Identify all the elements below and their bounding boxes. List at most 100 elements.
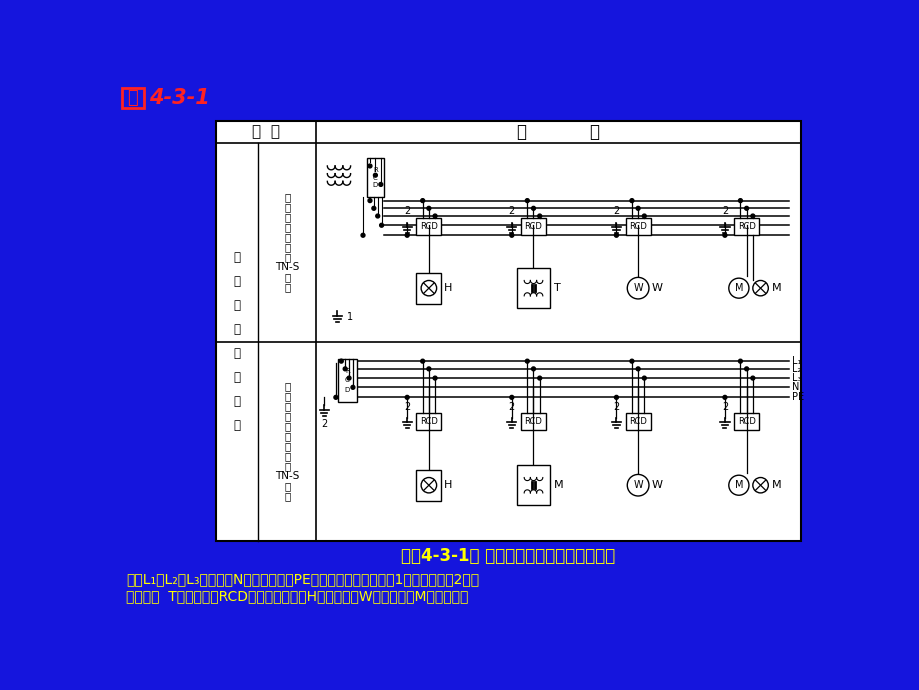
Circle shape	[750, 214, 754, 218]
Circle shape	[538, 214, 541, 218]
Text: RCD: RCD	[419, 222, 437, 231]
Circle shape	[627, 277, 648, 299]
Circle shape	[722, 233, 726, 237]
Circle shape	[750, 376, 754, 380]
Bar	[520, 218, 545, 235]
Circle shape	[334, 395, 337, 400]
Circle shape	[433, 376, 437, 380]
Bar	[416, 413, 441, 430]
Circle shape	[380, 224, 383, 227]
Circle shape	[538, 376, 541, 380]
Text: M: M	[771, 480, 780, 490]
Circle shape	[531, 367, 535, 371]
Circle shape	[525, 359, 528, 363]
Circle shape	[343, 367, 346, 371]
Circle shape	[420, 359, 425, 363]
Circle shape	[738, 199, 742, 203]
Circle shape	[360, 233, 365, 237]
Circle shape	[641, 214, 645, 218]
Bar	[216, 121, 800, 541]
Text: 三
相
四
线
制
供
电
局
部
TN-S
系
统: 三 相 四 线 制 供 电 局 部 TN-S 系 统	[275, 382, 300, 502]
Circle shape	[404, 233, 409, 237]
Circle shape	[728, 475, 748, 495]
Bar	[520, 413, 545, 430]
Text: 2: 2	[613, 206, 618, 217]
Circle shape	[509, 233, 513, 237]
Text: RCD: RCD	[524, 417, 542, 426]
Text: 复接地；  T－变压器；RCD－漏电保护器；H－照明器；W－电焊机；M－电动机。: 复接地； T－变压器；RCD－漏电保护器；H－照明器；W－电焊机；M－电动机。	[126, 589, 468, 603]
Text: R: R	[345, 368, 349, 374]
Text: RCD: RCD	[737, 417, 754, 426]
Text: RCD: RCD	[629, 222, 646, 231]
Bar	[416, 470, 441, 501]
Circle shape	[371, 206, 375, 210]
Bar	[338, 359, 357, 402]
Bar	[367, 158, 383, 197]
Circle shape	[509, 395, 513, 400]
Text: 4-3-1: 4-3-1	[149, 88, 210, 108]
Circle shape	[426, 206, 430, 210]
Text: M: M	[553, 480, 562, 490]
Circle shape	[421, 477, 437, 493]
Text: 2: 2	[403, 402, 410, 411]
Circle shape	[404, 395, 409, 400]
Bar	[733, 218, 758, 235]
Text: 图: 图	[128, 89, 138, 107]
Text: C: C	[345, 377, 349, 384]
Circle shape	[420, 199, 425, 203]
Circle shape	[722, 395, 726, 400]
Circle shape	[375, 214, 380, 218]
Text: 接            线: 接 线	[516, 123, 599, 141]
Bar	[625, 218, 650, 235]
Circle shape	[636, 206, 640, 210]
Text: R: R	[372, 167, 378, 172]
Bar	[625, 413, 650, 430]
Circle shape	[743, 367, 748, 371]
Circle shape	[738, 359, 742, 363]
Circle shape	[636, 367, 640, 371]
Text: L₁: L₁	[790, 356, 800, 366]
Circle shape	[630, 199, 633, 203]
Circle shape	[752, 477, 767, 493]
Text: 2: 2	[508, 206, 515, 217]
Text: L₂: L₂	[790, 364, 800, 374]
Text: 1: 1	[346, 313, 353, 322]
Circle shape	[752, 280, 767, 296]
Text: 2: 2	[721, 206, 727, 217]
Text: PE: PE	[790, 393, 803, 402]
Circle shape	[743, 206, 748, 210]
Circle shape	[351, 386, 355, 389]
Text: 2: 2	[321, 419, 327, 428]
Circle shape	[525, 199, 528, 203]
Circle shape	[630, 359, 633, 363]
Text: M: M	[734, 283, 743, 293]
Text: 2: 2	[508, 402, 515, 411]
Text: RCD: RCD	[419, 417, 437, 426]
Text: 注：L₁、L₂、L₃－相线；N－工作零线；PE－保护零线、保护线；1－工作接地；2－重: 注：L₁、L₂、L₃－相线；N－工作零线；PE－保护零线、保护线；1－工作接地；…	[126, 573, 479, 586]
Circle shape	[379, 183, 382, 186]
Circle shape	[614, 395, 618, 400]
Text: RCD: RCD	[524, 222, 542, 231]
Circle shape	[433, 214, 437, 218]
Text: D: D	[372, 182, 378, 188]
Circle shape	[627, 475, 648, 496]
Circle shape	[346, 376, 351, 380]
Text: 系  统: 系 统	[252, 125, 279, 139]
Circle shape	[614, 233, 618, 237]
Text: RCD: RCD	[737, 222, 754, 231]
Circle shape	[641, 376, 645, 380]
Bar	[733, 413, 758, 430]
Circle shape	[368, 199, 371, 203]
Circle shape	[426, 367, 430, 371]
Text: 2: 2	[613, 402, 618, 411]
Text: M: M	[734, 480, 743, 490]
Circle shape	[339, 359, 343, 363]
Text: 2: 2	[403, 206, 410, 217]
Text: W: W	[652, 480, 663, 490]
Text: L₃: L₃	[790, 373, 800, 383]
Text: T: T	[553, 283, 560, 293]
Circle shape	[373, 173, 377, 177]
Text: RCD: RCD	[629, 417, 646, 426]
Circle shape	[421, 280, 437, 296]
Text: N: N	[790, 382, 798, 393]
